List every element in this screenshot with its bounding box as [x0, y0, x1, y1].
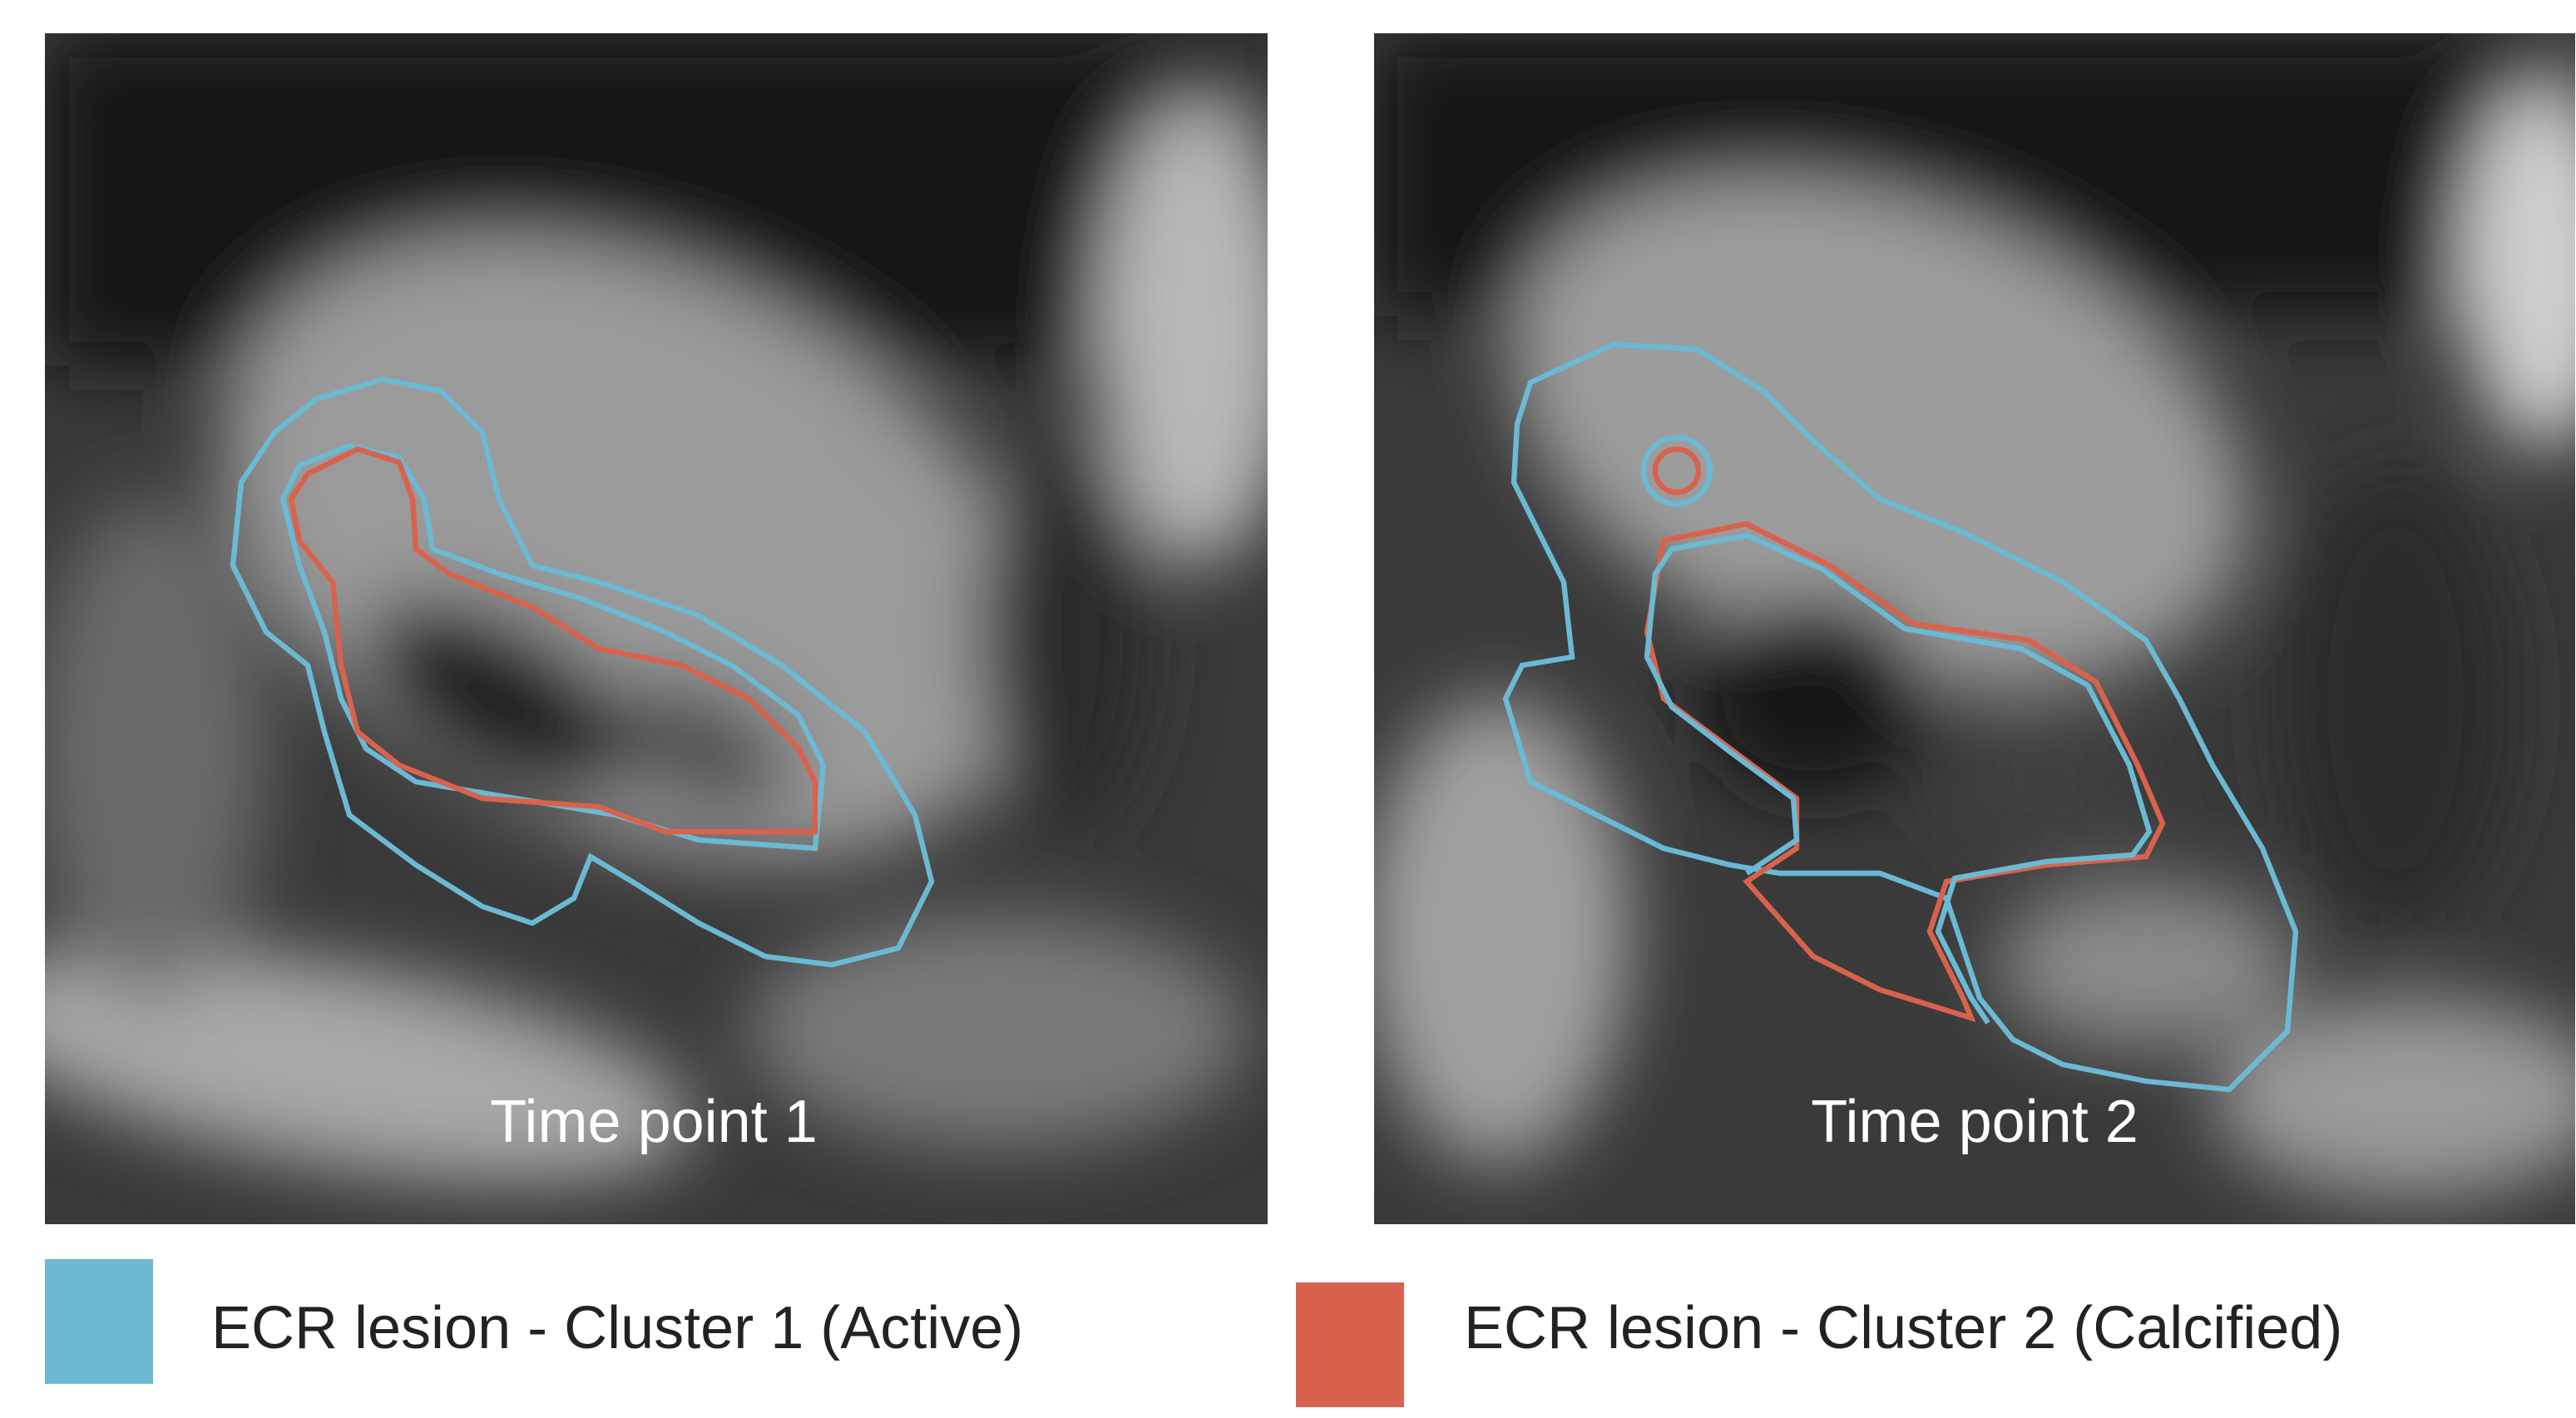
cluster-1-contour — [1644, 532, 2153, 1025]
cluster-2-contour — [1652, 446, 1702, 496]
cluster-2-contour — [288, 446, 818, 835]
panel-label: Time point 1 — [490, 1089, 818, 1155]
legend-swatch — [45, 1259, 153, 1384]
cluster-1-contour — [279, 442, 827, 852]
legend-label: ECR lesion - Cluster 1 (Active) — [211, 1295, 1023, 1361]
cluster-1-contour — [1502, 341, 2299, 1093]
mri-image-2: Time point 2 — [1374, 33, 2575, 1224]
cluster-1-contour — [230, 376, 935, 968]
cluster-1-contour — [1640, 434, 1713, 507]
legend-swatch — [1296, 1282, 1404, 1407]
panel-label: Time point 2 — [1811, 1089, 2138, 1155]
legend-label: ECR lesion - Cluster 2 (Calcified) — [1464, 1295, 2342, 1361]
mri-image-1: Time point 1 — [45, 33, 1268, 1224]
